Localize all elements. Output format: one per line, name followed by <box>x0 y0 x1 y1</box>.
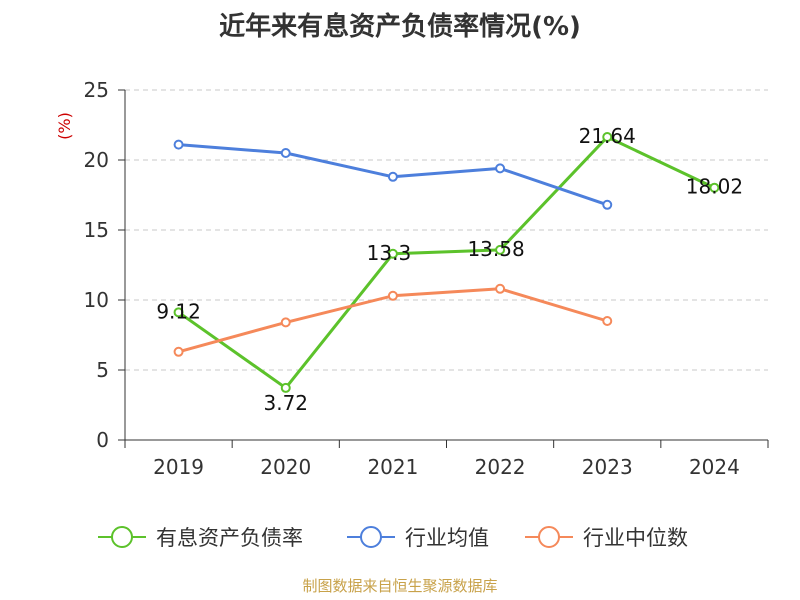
chart-title: 近年来有息资产负债率情况(%) <box>219 12 581 42</box>
axes: 0 5 10 15 20 25 2019 2020 2021 2022 2023 2024 <box>84 78 769 479</box>
legend-marker <box>111 526 133 548</box>
grid-lines <box>125 89 768 371</box>
data-point <box>280 317 291 328</box>
data-point <box>602 199 613 210</box>
y-tick-label: 0 <box>96 428 109 452</box>
x-tick-label: 2020 <box>260 455 311 479</box>
x-tick-label: 2022 <box>475 455 526 479</box>
data-point <box>602 132 613 143</box>
data-point <box>387 171 398 182</box>
data-point <box>280 148 291 158</box>
data-label: 3.72 <box>263 391 308 415</box>
data-point <box>495 244 506 255</box>
data-point <box>602 316 613 326</box>
legend-label: 行业中位数 <box>583 526 688 550</box>
x-tick-label: 2021 <box>367 455 418 479</box>
legend-label: 有息资产负债率 <box>156 526 303 550</box>
x-tick-label: 2019 <box>153 455 204 479</box>
legend-marker <box>538 526 560 548</box>
data-label: 9.12 <box>156 299 201 323</box>
data-point <box>387 248 398 259</box>
legend-marker <box>360 526 382 548</box>
series-layer <box>173 132 720 393</box>
data-point <box>280 382 291 393</box>
legend: 有息资产负债率 行业均值 行业中位数 <box>98 526 688 550</box>
data-point <box>495 163 506 174</box>
data-label: 13.3 <box>367 241 412 265</box>
data-label: 13.58 <box>467 237 524 261</box>
data-point <box>173 139 184 150</box>
y-tick-label: 15 <box>84 218 109 242</box>
data-point <box>387 290 398 301</box>
x-tick-label: 2024 <box>689 455 740 479</box>
source-note: 制图数据来自恒生聚源数据库 <box>302 577 497 595</box>
data-point <box>173 307 184 318</box>
data-label: 18.02 <box>686 175 743 199</box>
series-line <box>177 135 716 390</box>
y-axis-unit-label: (%) <box>55 112 74 140</box>
y-tick-label: 5 <box>96 358 109 382</box>
data-point <box>709 182 720 193</box>
data-labels: 9.12 3.72 13.3 13.58 21.64 18.02 <box>156 124 743 415</box>
data-label: 21.64 <box>579 124 636 148</box>
data-point <box>173 346 184 357</box>
legend-label: 行业均值 <box>405 526 489 550</box>
y-tick-label: 20 <box>84 148 109 172</box>
y-tick-label: 10 <box>84 288 109 312</box>
data-point <box>495 283 506 294</box>
y-tick-label: 25 <box>84 78 109 102</box>
x-tick-label: 2023 <box>582 455 633 479</box>
